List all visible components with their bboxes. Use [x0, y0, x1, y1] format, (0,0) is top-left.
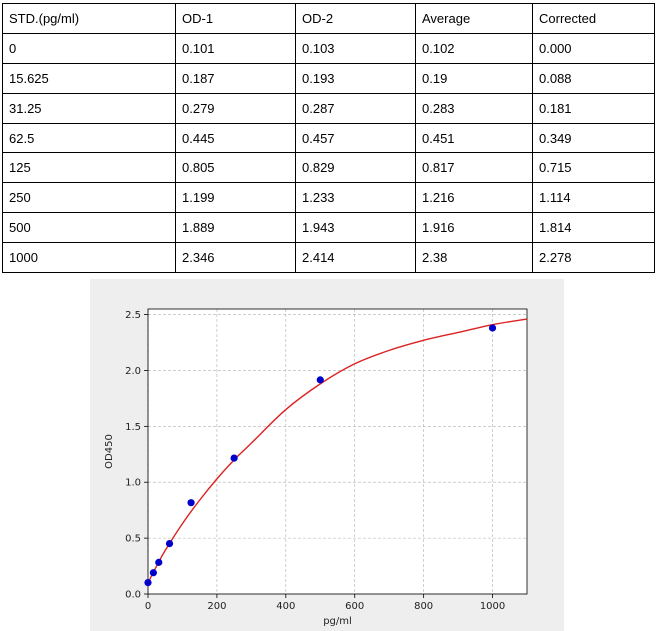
data-point [155, 558, 163, 566]
table-cell: 0.451 [415, 122, 533, 154]
table-row: 125 0.805 0.829 0.817 0.715 [2, 152, 655, 184]
table-cell: 0.000 [532, 32, 655, 64]
table-cell: 1.233 [295, 182, 416, 214]
table-cell: 500 [2, 212, 176, 244]
table-cell: 0.103 [295, 32, 416, 64]
y-tick-label: 2.0 [125, 366, 141, 377]
table-header-cell: Corrected [532, 3, 655, 34]
x-tick-label: 800 [414, 601, 433, 612]
table-cell: 0.287 [295, 92, 416, 124]
data-point [165, 539, 174, 548]
x-axis-label: pg/ml [323, 616, 352, 627]
table-cell: 1.916 [415, 212, 533, 244]
table-row: 31.25 0.279 0.287 0.283 0.181 [2, 92, 655, 124]
y-tick-label: 0.0 [125, 590, 141, 601]
table-cell: 1000 [2, 242, 176, 274]
x-tick-label: 200 [207, 601, 226, 612]
standard-curve-chart: 0 200 400 600 800 1000 0.0 0.5 1.0 1.5 2.0 2.5 pg/m… [90, 279, 564, 631]
plot-area-frame [147, 308, 528, 595]
table-cell: 0.088 [532, 62, 655, 94]
y-tick-label: 1.5 [125, 422, 141, 433]
table-cell: 0.817 [415, 152, 533, 184]
table-cell: 0.829 [295, 152, 416, 184]
table-cell: 0.457 [295, 122, 416, 154]
table-cell: 0.181 [532, 92, 655, 124]
table-cell: 0.349 [532, 122, 655, 154]
data-point [488, 324, 497, 332]
table-header-cell: OD-2 [295, 3, 416, 34]
table-cell: 0.805 [175, 152, 296, 184]
table-row: 500 1.889 1.943 1.916 1.814 [2, 212, 655, 244]
fit-curve-line [147, 318, 528, 584]
table-cell: 31.25 [2, 92, 176, 124]
y-tick-label: 1.0 [125, 478, 141, 489]
chart-canvas: 0 200 400 600 800 1000 0.0 0.5 1.0 1.5 2.0 2.5 pg/m… [104, 308, 528, 627]
table-row: 0 0.101 0.103 0.102 0.000 [2, 32, 655, 64]
table-cell: 0.715 [532, 152, 655, 184]
table-cell: 1.889 [175, 212, 296, 244]
table-cell: 0.101 [175, 32, 296, 64]
table-cell: 62.5 [2, 122, 176, 154]
table-header-cell: STD.(pg/ml) [2, 3, 176, 34]
data-points-layer [144, 324, 497, 587]
table-cell: 1.199 [175, 182, 296, 214]
table-cell: 0.102 [415, 32, 533, 64]
table-cell: 0.445 [175, 122, 296, 154]
table-cell: 250 [2, 182, 176, 214]
table-cell: 0.187 [175, 62, 296, 94]
table-cell: 0.19 [415, 62, 533, 94]
table-cell: 0.283 [415, 92, 533, 124]
standard-curve-table: STD.(pg/ml) OD-1 OD-2 Average Corrected 0 0.10… [2, 3, 655, 274]
y-tick-label: 0.5 [125, 534, 141, 545]
table-row: 62.5 0.445 0.457 0.451 0.349 [2, 122, 655, 154]
table-header-cell: OD-1 [175, 3, 296, 34]
axis-ticks: 0 200 400 600 800 1000 0.0 0.5 1.0 1.5 2.0 2.5 [125, 310, 505, 612]
data-point [144, 579, 152, 587]
x-tick-label: 600 [345, 601, 364, 612]
table-header-cell: Average [415, 3, 533, 34]
plot-background [148, 309, 527, 594]
chart-grid [147, 309, 527, 595]
table-cell: 0.193 [295, 62, 416, 94]
y-axis-label: OD450 [104, 434, 115, 469]
data-point [316, 376, 324, 384]
table-cell: 125 [2, 152, 176, 184]
y-tick-label: 2.5 [125, 310, 141, 321]
fit-curve-layer [147, 318, 528, 584]
x-tick-label: 1000 [480, 601, 505, 612]
x-tick-label: 0 [145, 601, 151, 612]
table-cell: 2.278 [532, 242, 655, 274]
table-row: 1000 2.346 2.414 2.38 2.278 [2, 242, 655, 274]
table-cell: 2.346 [175, 242, 296, 274]
table-cell: 0 [2, 32, 176, 64]
table-cell: 0.279 [175, 92, 296, 124]
data-point [187, 499, 195, 507]
data-point [149, 569, 157, 577]
table-cell: 1.943 [295, 212, 416, 244]
table-row: 15.625 0.187 0.193 0.19 0.088 [2, 62, 655, 94]
table-cell: 1.216 [415, 182, 533, 214]
table-cell: 15.625 [2, 62, 176, 94]
table-cell: 2.38 [415, 242, 533, 274]
table-row: 250 1.199 1.233 1.216 1.114 [2, 182, 655, 214]
table-cell: 1.114 [532, 182, 655, 214]
table-header-row: STD.(pg/ml) OD-1 OD-2 Average Corrected [2, 3, 655, 34]
x-tick-label: 400 [276, 601, 295, 612]
table-cell: 2.414 [295, 242, 416, 274]
data-point [230, 454, 238, 462]
table-cell: 1.814 [532, 212, 655, 244]
